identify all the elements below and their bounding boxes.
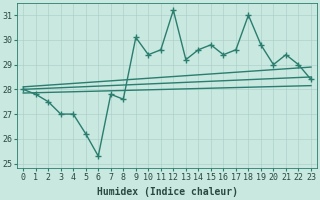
X-axis label: Humidex (Indice chaleur): Humidex (Indice chaleur) — [97, 187, 237, 197]
